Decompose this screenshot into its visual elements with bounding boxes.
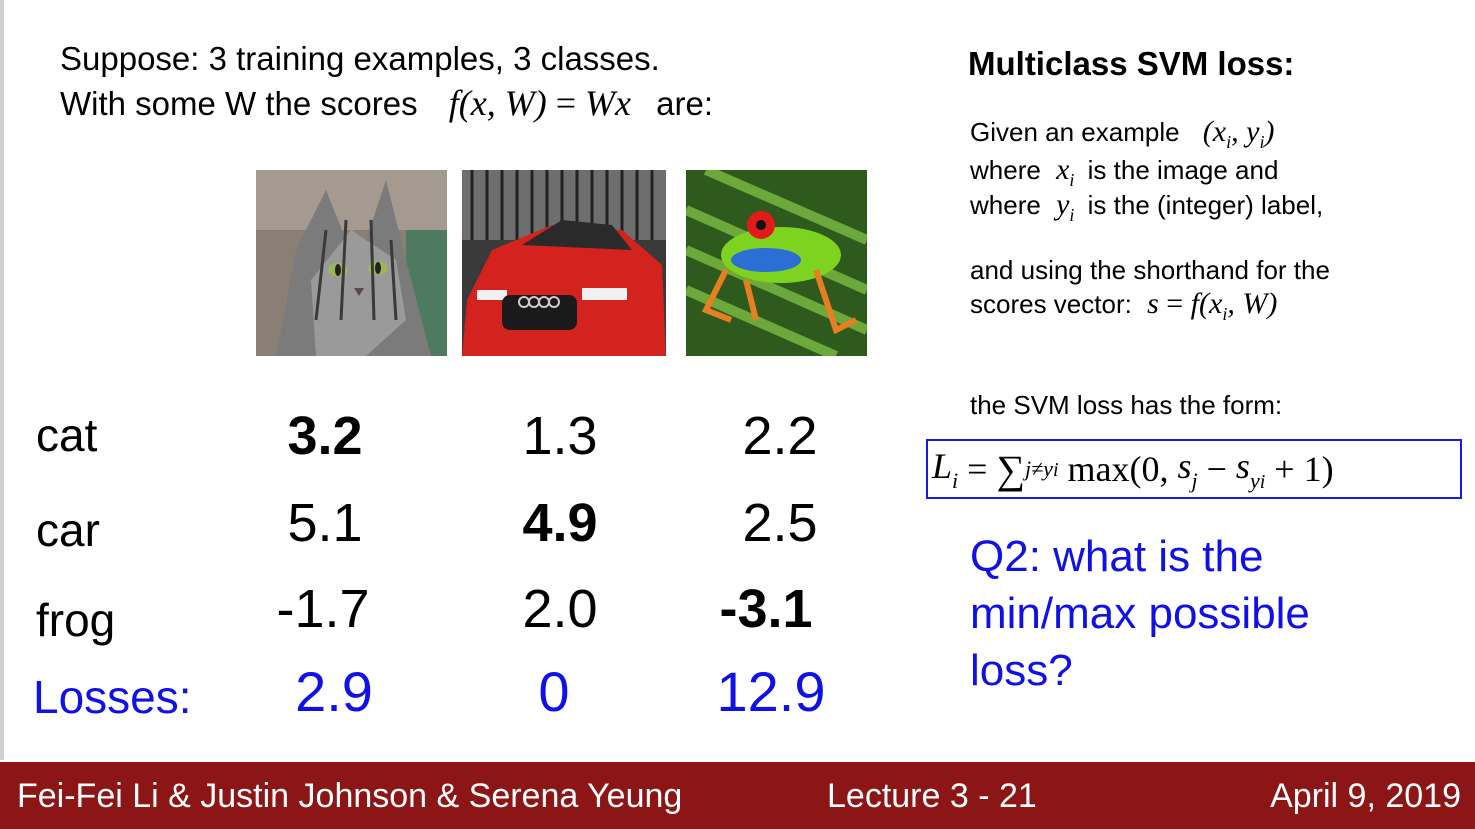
shorthand-line-1: and using the shorthand for the [970,255,1330,285]
where-image-line: where xi is the image and [970,153,1279,190]
intro-line-2-end: are: [656,85,714,122]
score-frog-image3: -3.1 [719,579,813,639]
score-car-image1: 5.1 [287,493,363,553]
example-pair-formula: (xi, yi) [1202,115,1275,152]
row-label-car: car [36,504,100,556]
slide-left-border [0,0,4,760]
footer-date: April 9, 2019 [1270,777,1461,815]
question-q2: Q2: what is the min/max possible loss? [970,532,1310,695]
score-car-image3: 2.5 [742,493,818,553]
score-cat-image3: 2.2 [742,406,818,466]
intro-line-2: With some W the scores f(x, W) = Wx are: [60,80,713,127]
intro-line-2-text: With some W the scores [60,85,418,122]
footer-authors: Fei-Fei Li & Justin Johnson & Serena Yeu… [17,777,683,815]
losses-label: Losses: [33,671,192,723]
svm-loss-formula: Li = ∑ j≠yi max(0, sj − syi + 1) [926,439,1462,499]
loss-image1: 2.9 [295,660,373,723]
svm-loss-title: Multiclass SVM loss: [968,45,1295,82]
row-label-cat: cat [36,409,98,461]
score-car-image2: 4.9 [522,493,598,553]
footer-lecture: Lecture 3 - 21 [827,777,1037,815]
loss-image3: 12.9 [716,660,826,723]
intro-line-1: Suppose: 3 training examples, 3 classes. [60,40,660,77]
yi-symbol: yi [1056,188,1075,225]
score-function-formula: f(x, W) = Wx [448,83,631,123]
shorthand-line-2: scores vector: s = f(xi, W) [970,287,1278,324]
car-photo [462,170,666,356]
svm-form-text: the SVM loss has the form: [970,390,1283,420]
given-example-line: Given an example (xi, yi) [970,115,1275,152]
score-cat-image2: 1.3 [522,406,598,466]
score-cat-image1: 3.2 [287,406,363,466]
frog-photo [686,170,867,356]
scores-vector-formula: s = f(xi, W) [1147,287,1278,324]
xi-symbol: xi [1056,153,1075,190]
cat-photo [256,170,447,356]
where-label-line: where yi is the (integer) label, [970,188,1324,225]
score-frog-image1: -1.7 [276,579,370,639]
loss-image2: 0 [538,660,570,723]
row-label-frog: frog [36,594,116,646]
slide-footer: Fei-Fei Li & Justin Johnson & Serena Yeu… [0,762,1475,829]
score-frog-image2: 2.0 [522,579,598,639]
